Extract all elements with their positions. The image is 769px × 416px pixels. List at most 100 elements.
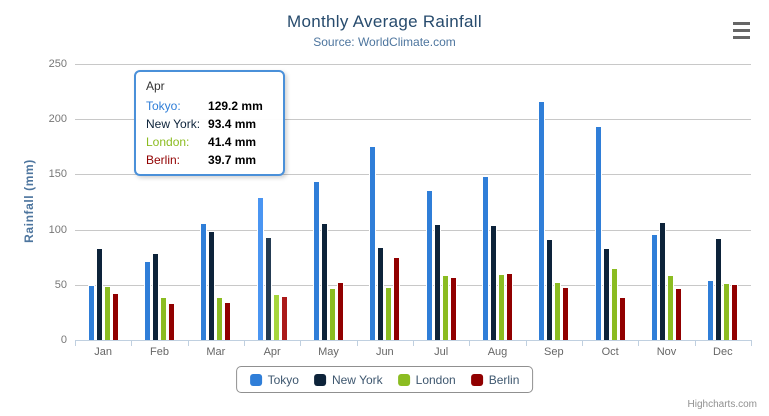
bar-london-mar[interactable]	[216, 296, 224, 340]
bar-london-jan[interactable]	[103, 286, 111, 340]
bar-new-york-sep[interactable]	[546, 239, 554, 340]
tooltip: Apr Tokyo: 129.2 mm New York: 93.4 mm Lo…	[134, 70, 285, 176]
bar-tokyo-oct[interactable]	[594, 125, 602, 340]
y-axis-label: 50	[54, 278, 67, 291]
hamburger-icon	[733, 29, 750, 32]
x-axis-tick	[751, 341, 752, 346]
bar-berlin-feb[interactable]	[168, 303, 175, 340]
bar-tokyo-mar[interactable]	[200, 222, 208, 340]
x-axis-line	[75, 340, 752, 341]
export-menu-button[interactable]	[733, 22, 750, 39]
bar-new-york-feb[interactable]	[152, 253, 159, 340]
bar-london-may[interactable]	[329, 288, 336, 340]
bar-tokyo-aug[interactable]	[482, 176, 489, 340]
legend-label: Berlin	[488, 372, 520, 387]
bar-london-jun[interactable]	[385, 286, 393, 340]
x-axis-label-jun: Jun	[375, 346, 394, 358]
bar-berlin-jan[interactable]	[111, 293, 119, 340]
tooltip-series-label: London:	[146, 135, 190, 149]
bar-london-nov[interactable]	[667, 274, 674, 340]
bar-berlin-oct[interactable]	[618, 296, 626, 340]
bar-london-apr[interactable]	[272, 294, 280, 340]
bar-new-york-oct[interactable]	[602, 247, 610, 340]
bar-berlin-aug[interactable]	[506, 273, 513, 340]
bar-london-dec[interactable]	[723, 283, 731, 340]
bar-london-feb[interactable]	[160, 297, 167, 340]
x-axis-label-apr: Apr	[263, 346, 281, 358]
bar-berlin-nov[interactable]	[675, 288, 682, 340]
chart-title: Monthly Average Rainfall	[287, 12, 482, 31]
bar-london-aug[interactable]	[498, 274, 505, 340]
bar-new-york-jan[interactable]	[95, 247, 103, 340]
bar-new-york-apr[interactable]	[264, 236, 272, 340]
bar-new-york-jun[interactable]	[377, 246, 385, 340]
legend-swatch-london	[397, 373, 410, 386]
tooltip-series-value: 129.2 mm	[208, 99, 263, 113]
tooltip-row: Tokyo: 129.2 mm	[146, 97, 263, 115]
gridline	[75, 229, 751, 231]
credits-link[interactable]: Highcharts.com	[687, 399, 757, 410]
x-axis-label-oct: Oct	[601, 346, 619, 358]
x-axis-tick	[413, 341, 414, 346]
y-axis-label: 150	[48, 168, 67, 181]
bar-tokyo-may[interactable]	[313, 181, 320, 340]
x-axis-label-jul: Jul	[434, 346, 449, 358]
gridline	[75, 119, 751, 121]
bar-tokyo-jun[interactable]	[369, 145, 377, 340]
y-axis-label: 200	[48, 113, 67, 126]
bar-berlin-sep[interactable]	[562, 287, 570, 340]
bar-new-york-nov[interactable]	[659, 222, 666, 340]
bar-tokyo-jul[interactable]	[425, 190, 433, 340]
bar-tokyo-sep[interactable]	[538, 101, 546, 340]
bar-berlin-jun[interactable]	[393, 256, 401, 340]
bar-berlin-dec[interactable]	[731, 283, 739, 340]
bar-london-jul[interactable]	[441, 274, 449, 340]
bar-new-york-mar[interactable]	[208, 231, 216, 340]
bar-tokyo-dec[interactable]	[707, 279, 715, 340]
bar-new-york-jul[interactable]	[433, 224, 441, 340]
bar-new-york-aug[interactable]	[490, 224, 497, 340]
bar-tokyo-apr[interactable]	[256, 197, 264, 340]
legend-item-berlin[interactable]: Berlin	[470, 372, 520, 387]
y-axis-label: 250	[48, 58, 67, 70]
bar-tokyo-jan[interactable]	[87, 284, 95, 340]
x-axis-tick	[187, 341, 189, 346]
legend-label: Tokyo	[267, 372, 299, 387]
x-axis-label-may: May	[318, 346, 339, 358]
bar-tokyo-feb[interactable]	[144, 261, 151, 340]
gridline	[75, 64, 751, 65]
legend-item-london[interactable]: London	[397, 372, 456, 387]
tooltip-series-value: 39.7 mm	[208, 153, 257, 167]
bar-london-sep[interactable]	[554, 282, 562, 340]
bar-berlin-mar[interactable]	[224, 301, 232, 340]
legend-item-tokyo[interactable]: Tokyo	[249, 372, 299, 387]
legend-label: London	[415, 372, 456, 387]
x-axis-tick	[356, 341, 358, 346]
x-axis-label-aug: Aug	[487, 346, 508, 358]
x-axis-tick	[469, 341, 471, 346]
y-axis-label: 100	[48, 223, 67, 236]
tooltip-series-label: Tokyo:	[146, 99, 181, 113]
tooltip-row: New York: 93.4 mm	[146, 115, 263, 133]
x-axis-tick	[131, 341, 133, 346]
hamburger-icon	[733, 22, 750, 25]
bar-london-oct[interactable]	[610, 268, 618, 340]
bar-berlin-may[interactable]	[337, 281, 344, 340]
legend: Tokyo New York London Berlin	[235, 366, 534, 393]
x-axis-tick	[244, 341, 245, 346]
legend-swatch-berlin	[470, 373, 483, 386]
bar-berlin-jul[interactable]	[449, 276, 457, 340]
bar-new-york-may[interactable]	[321, 222, 328, 340]
x-axis-tick	[75, 341, 76, 346]
tooltip-series-label: Berlin:	[146, 153, 181, 167]
bar-tokyo-nov[interactable]	[651, 234, 658, 340]
x-axis-label-sep: Sep	[544, 346, 564, 358]
x-axis-label-mar: Mar	[206, 346, 226, 358]
legend-item-new-york[interactable]: New York	[313, 373, 383, 387]
bar-new-york-dec[interactable]	[715, 238, 723, 340]
bar-berlin-apr[interactable]	[280, 296, 288, 340]
chart-subtitle: Source: WorldClimate.com	[313, 35, 456, 49]
gridline	[75, 174, 751, 176]
tooltip-table: Tokyo: 129.2 mm New York: 93.4 mm London…	[146, 97, 263, 169]
